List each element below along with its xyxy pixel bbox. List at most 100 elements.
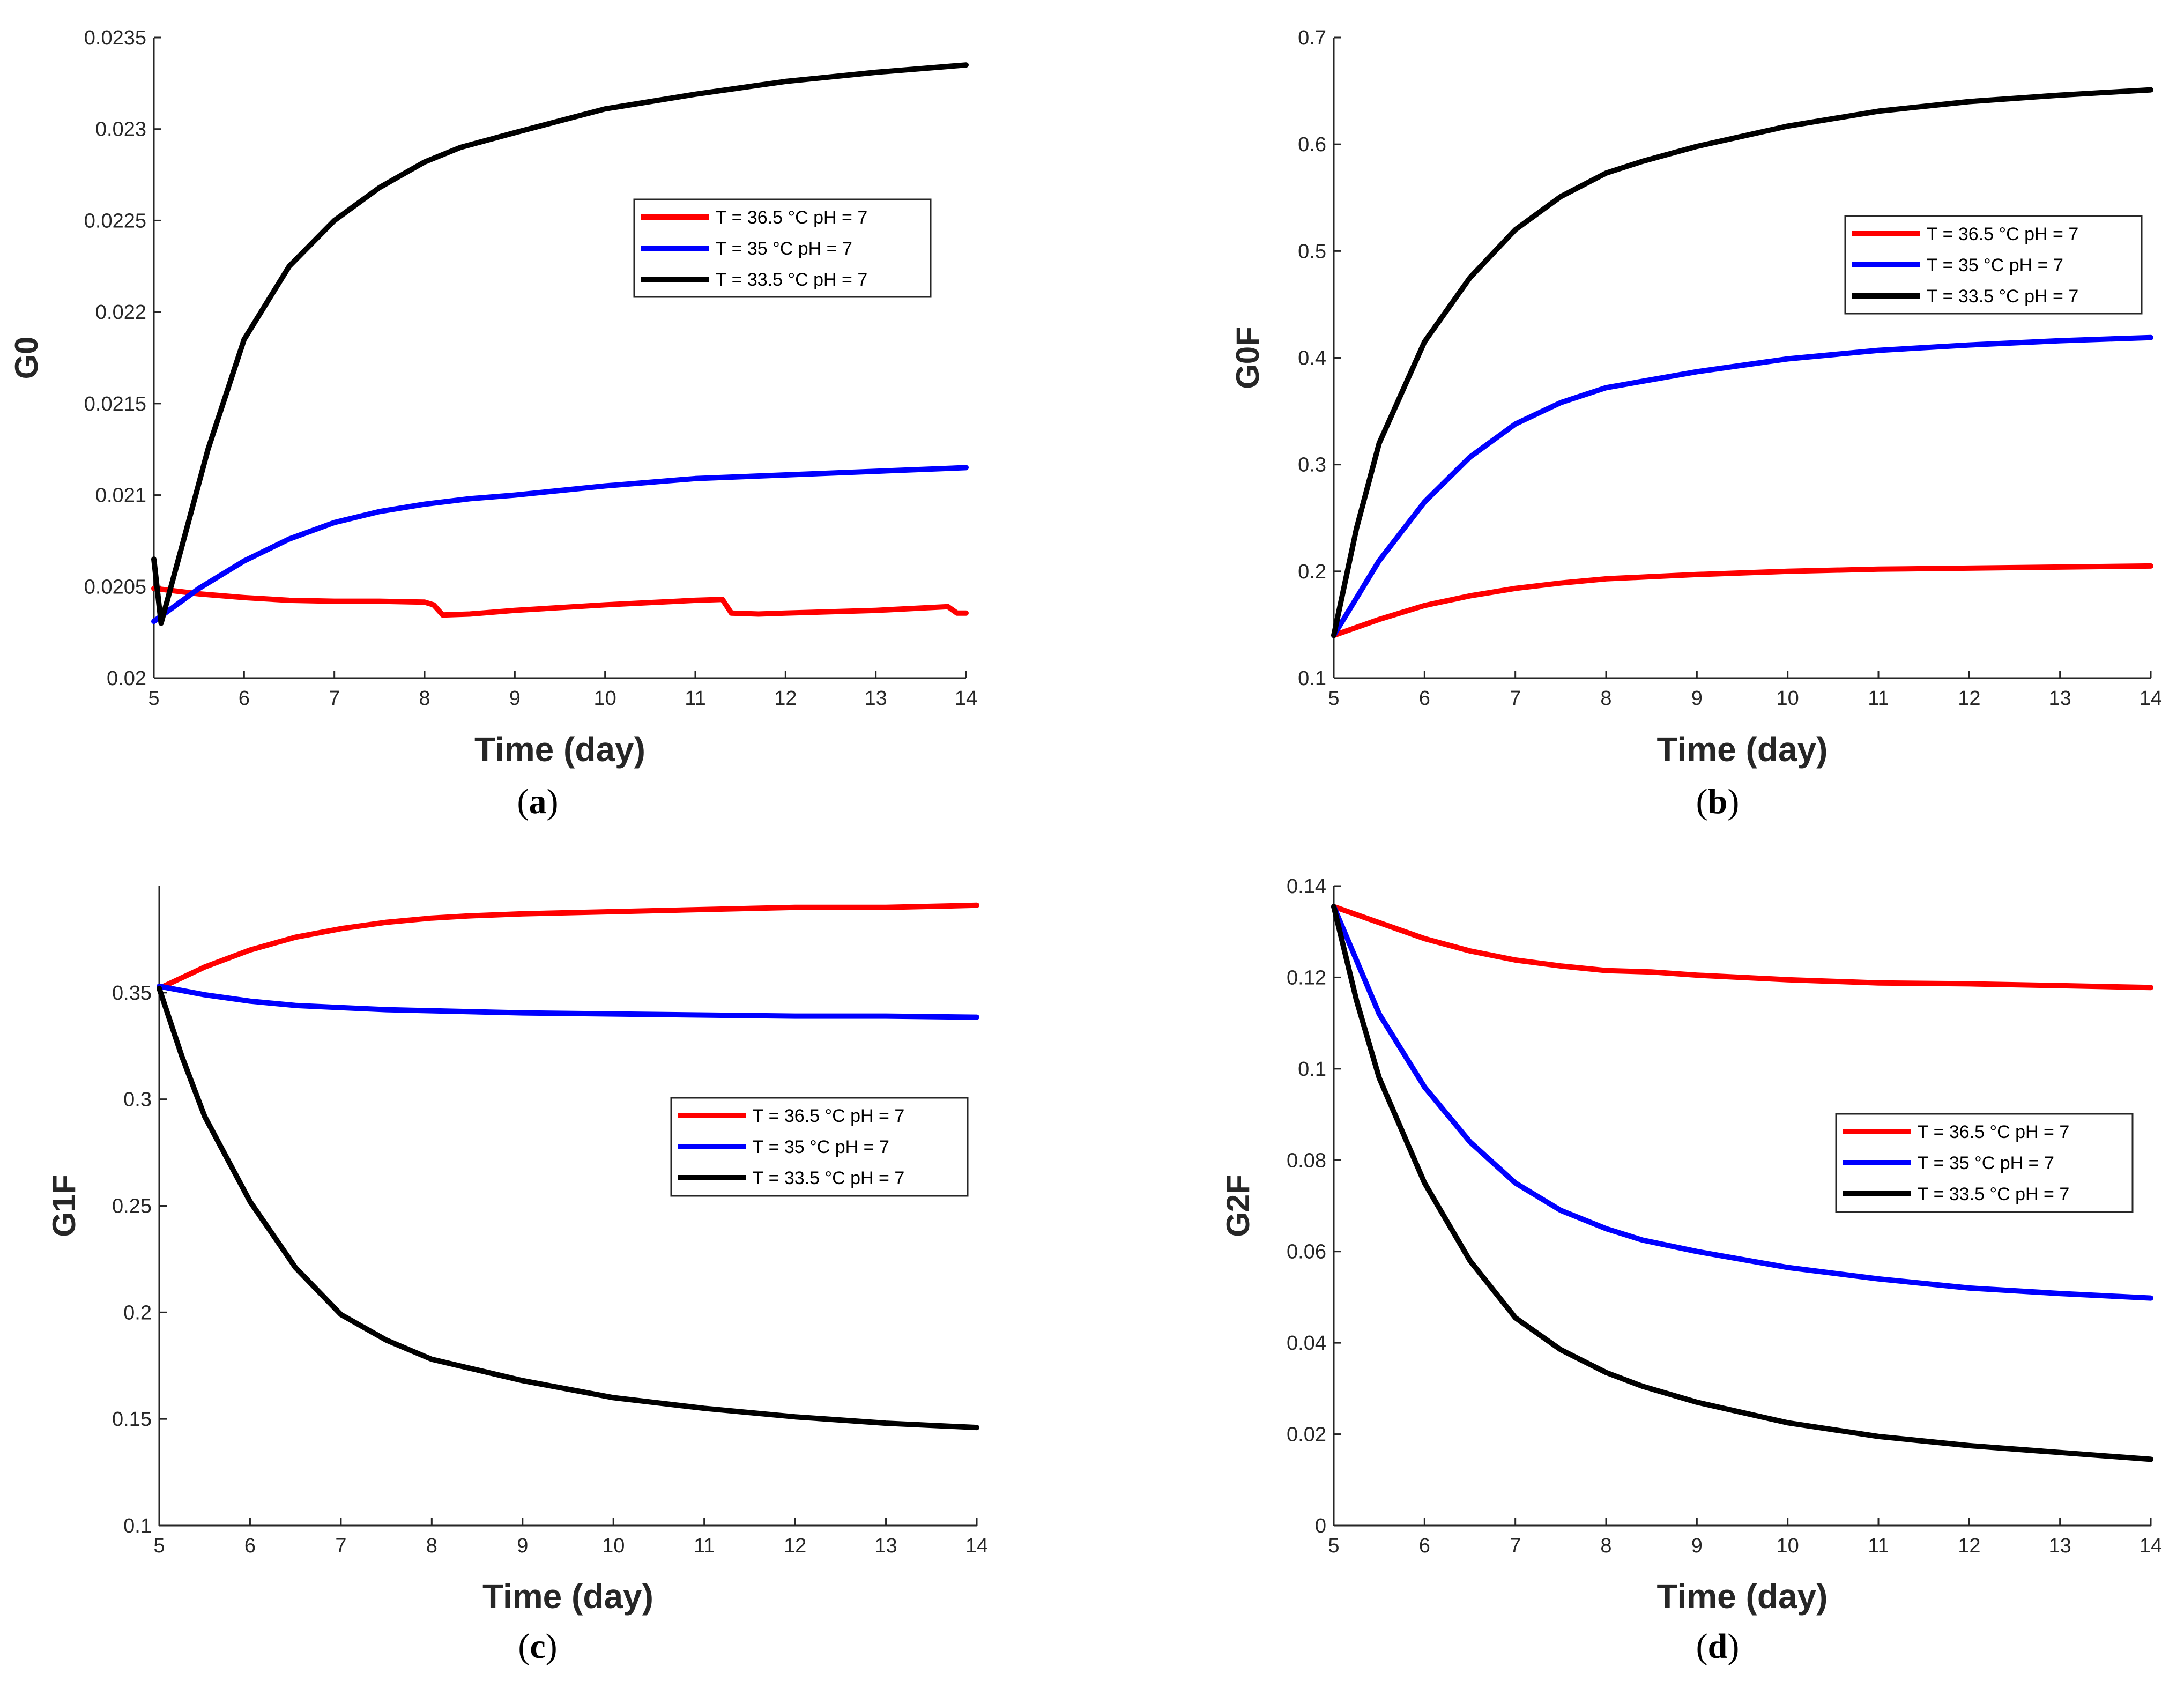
caption-b: (b)	[1696, 782, 1740, 821]
y-tick-label: 0.12	[1287, 966, 1326, 989]
legend: T = 36.5 °C pH = 7 T = 35 °C pH = 7 T = 33…	[1844, 215, 2143, 315]
legend-label-1: T = 36.5 °C pH = 7	[1918, 1122, 2069, 1142]
y-tick-label: 0.15	[112, 1408, 152, 1431]
x-tick-label: 13	[2049, 1535, 2071, 1557]
series-line-2	[1331, 334, 2153, 638]
x-tick-label: 12	[1958, 1535, 1980, 1557]
x-axis-label: Time (day)	[482, 1577, 653, 1616]
x-tick-label: 6	[1419, 1535, 1430, 1557]
legend: T = 36.5 °C pH = 7 T = 35 °C pH = 7 T = 33…	[1835, 1113, 2134, 1213]
series-line-3	[1331, 904, 2153, 1462]
y-tick-label: 0.14	[1287, 875, 1326, 898]
y-tick-label: 0.022	[95, 301, 146, 324]
y-tick-label: 0.0205	[84, 576, 146, 598]
x-tick-label: 7	[335, 1535, 346, 1557]
x-tick-label: 11	[694, 1535, 715, 1557]
legend-label-3: T = 33.5 °C pH = 7	[716, 270, 867, 290]
y-tick-label: 0.023	[95, 118, 146, 141]
x-tick-label: 10	[594, 687, 616, 710]
legend-label-2: T = 35 °C pH = 7	[1927, 255, 2063, 276]
legend-label-3: T = 33.5 °C pH = 7	[1918, 1184, 2069, 1204]
x-tick-label: 12	[1958, 687, 1980, 710]
caption-c: (c)	[518, 1627, 558, 1666]
series-line-3	[157, 985, 979, 1431]
x-tick-label: 10	[1777, 687, 1799, 710]
y-tick-label: 0.02	[1287, 1424, 1326, 1446]
series-line-1	[1331, 563, 2153, 638]
x-tick-label: 14	[955, 687, 977, 710]
caption-d: (d)	[1696, 1627, 1740, 1666]
x-tick-label: 5	[1328, 687, 1339, 710]
y-axis-label: G1F	[46, 1174, 82, 1237]
x-tick-label: 14	[2140, 1535, 2162, 1557]
y-tick-label: 0.0235	[84, 27, 146, 49]
legend: T = 36.5 °C pH = 7 T = 35 °C pH = 7 T = 33…	[633, 198, 932, 298]
series-line-3	[1331, 87, 2153, 638]
legend-label-1: T = 36.5 °C pH = 7	[753, 1106, 904, 1126]
legend-label-2: T = 35 °C pH = 7	[716, 239, 852, 259]
y-tick-label: 0.021	[95, 485, 146, 507]
x-tick-label: 10	[602, 1535, 625, 1557]
legend-label-3: T = 33.5 °C pH = 7	[1927, 286, 2078, 307]
series-line-1	[157, 902, 979, 991]
y-tick-label: 0.0225	[84, 210, 146, 232]
y-tick-label: 0.2	[123, 1301, 152, 1324]
x-axis-label: Time (day)	[474, 730, 645, 769]
x-tick-label: 6	[244, 1535, 256, 1557]
y-tick-label: 0.6	[1298, 133, 1326, 156]
x-tick-label: 12	[774, 687, 797, 710]
x-tick-label: 5	[148, 687, 159, 710]
x-tick-label: 14	[2140, 687, 2162, 710]
x-tick-label: 12	[784, 1535, 806, 1557]
y-tick-label: 0.1	[1298, 1058, 1326, 1081]
legend-label-1: T = 36.5 °C pH = 7	[1927, 224, 2078, 244]
x-tick-label: 13	[2049, 687, 2071, 710]
x-tick-label: 9	[509, 687, 521, 710]
x-tick-label: 7	[1510, 687, 1521, 710]
x-tick-label: 13	[865, 687, 887, 710]
x-tick-label: 5	[153, 1535, 165, 1557]
x-tick-label: 6	[1419, 687, 1430, 710]
y-tick-label: 0.02	[107, 667, 146, 690]
y-tick-label: 0.25	[112, 1195, 152, 1218]
y-tick-label: 0.7	[1298, 27, 1326, 49]
series-line-2	[1331, 904, 2153, 1301]
series-line-3	[151, 62, 969, 626]
x-tick-label: 9	[517, 1535, 528, 1557]
y-tick-label: 0.4	[1298, 347, 1326, 370]
y-tick-label: 0.3	[1298, 454, 1326, 477]
x-tick-label: 9	[1691, 1535, 1703, 1557]
y-tick-label: 0.5	[1298, 240, 1326, 263]
legend: T = 36.5 °C pH = 7 T = 35 °C pH = 7 T = 33…	[670, 1097, 969, 1197]
x-axis-label: Time (day)	[1657, 730, 1828, 769]
x-tick-label: 8	[419, 687, 430, 710]
x-tick-label: 14	[965, 1535, 988, 1557]
legend-label-2: T = 35 °C pH = 7	[1918, 1153, 2054, 1173]
x-tick-label: 11	[1868, 1535, 1889, 1557]
y-tick-label: 0.2	[1298, 561, 1326, 583]
y-axis-label: G2F	[1220, 1174, 1256, 1237]
y-axis-label: G0F	[1230, 326, 1266, 389]
y-tick-label: 0.1	[123, 1515, 152, 1537]
x-tick-label: 7	[1510, 1535, 1521, 1557]
y-tick-label: 0.1	[1298, 667, 1326, 690]
x-tick-label: 11	[1868, 687, 1889, 710]
series-line-2	[151, 465, 969, 624]
x-tick-label: 8	[1600, 1535, 1611, 1557]
series-line-1	[1331, 904, 2153, 991]
y-tick-label: 0.08	[1287, 1149, 1326, 1172]
x-tick-label: 13	[874, 1535, 897, 1557]
x-tick-label: 10	[1777, 1535, 1799, 1557]
x-axis-label: Time (day)	[1657, 1577, 1828, 1616]
legend-label-3: T = 33.5 °C pH = 7	[753, 1168, 904, 1188]
x-tick-label: 8	[1600, 687, 1611, 710]
y-tick-label: 0	[1315, 1515, 1326, 1537]
x-tick-label: 11	[685, 687, 705, 710]
y-axis-label: G0	[9, 336, 44, 379]
x-tick-label: 6	[239, 687, 250, 710]
